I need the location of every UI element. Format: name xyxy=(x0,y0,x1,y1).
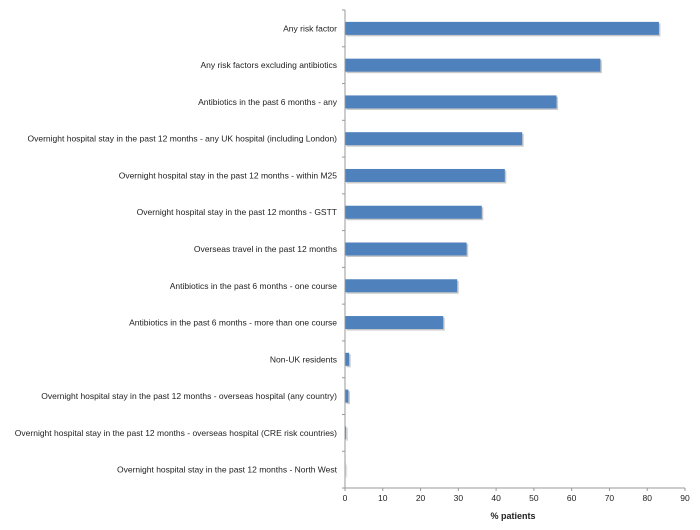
bar xyxy=(345,389,349,403)
bar xyxy=(345,168,505,182)
x-tick-label: 80 xyxy=(642,493,652,503)
bar-shadow xyxy=(346,427,348,441)
x-tick-label: 20 xyxy=(416,493,426,503)
x-axis-label: % patients xyxy=(490,511,535,521)
category-label: Antibiotics in the past 6 months - more … xyxy=(129,318,337,328)
category-label: Antibiotics in the past 6 months - one c… xyxy=(170,281,338,291)
x-tick-label: 10 xyxy=(378,493,388,503)
x-tick-label: 50 xyxy=(529,493,539,503)
category-label: Any risk factor xyxy=(283,23,337,33)
bar xyxy=(345,95,557,109)
category-label: Overseas travel in the past 12 months xyxy=(194,244,337,254)
category-label: Overnight hospital stay in the past 12 m… xyxy=(15,428,337,438)
x-tick-label: 70 xyxy=(605,493,615,503)
x-tick-label: 60 xyxy=(567,493,577,503)
bar xyxy=(345,352,350,366)
category-label: Overnight hospital stay in the past 12 m… xyxy=(119,170,338,180)
bar xyxy=(345,58,601,72)
category-label: Overnight hospital stay in the past 12 m… xyxy=(137,207,337,217)
category-label: Overnight hospital stay in the past 12 m… xyxy=(41,391,337,401)
bar xyxy=(345,132,523,146)
category-label: Overnight hospital stay in the past 12 m… xyxy=(117,465,338,475)
category-label: Overnight hospital stay in the past 12 m… xyxy=(28,134,338,144)
bar-shadow xyxy=(346,464,348,478)
bar xyxy=(345,279,458,293)
bar xyxy=(345,316,444,330)
bar xyxy=(345,21,659,35)
category-label: Non-UK residents xyxy=(270,354,337,364)
x-axis: 0 10 20 30 40 50 60 70 80 90 xyxy=(342,9,690,503)
category-label: Any risk factors excluding antibiotics xyxy=(200,60,337,70)
bars xyxy=(345,21,661,478)
bar xyxy=(345,426,347,440)
bar xyxy=(345,205,482,219)
category-labels: Any risk factor Any risk factors excludin… xyxy=(15,23,338,474)
x-tick-label: 90 xyxy=(680,493,690,503)
x-tick-label: 30 xyxy=(454,493,464,503)
x-tick-label: 0 xyxy=(343,493,348,503)
category-label: Antibiotics in the past 6 months - any xyxy=(198,97,338,107)
x-tick-label: 40 xyxy=(491,493,501,503)
bar xyxy=(345,242,467,256)
